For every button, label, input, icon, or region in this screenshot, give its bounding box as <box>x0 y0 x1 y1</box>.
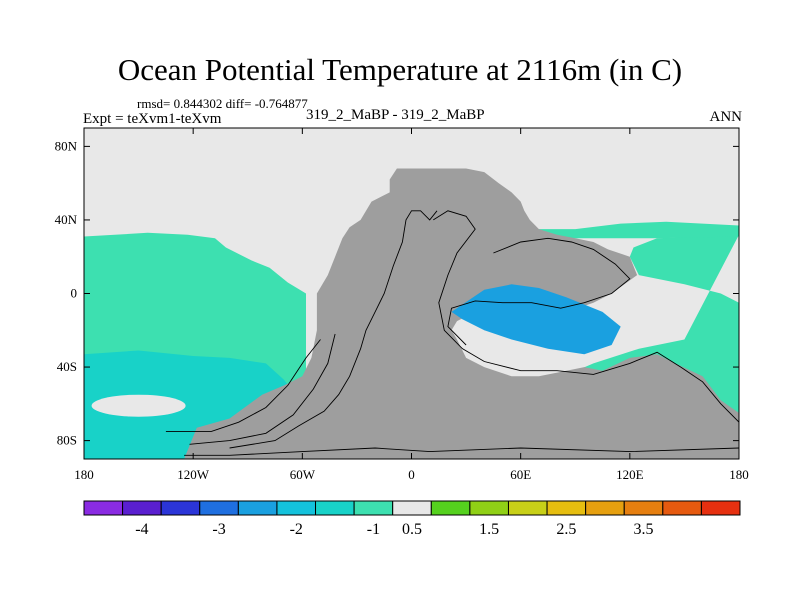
colorbar-box-9 <box>430 500 471 516</box>
coastline-1 <box>165 339 321 432</box>
colorbar-label-5: 1.5 <box>479 521 499 538</box>
experiment-label: Expt = teXvm1-teXvm <box>83 111 222 127</box>
x-tick-label-0: 180 <box>74 467 94 482</box>
colorbar-box-6 <box>315 500 355 516</box>
cases-label: 319_2_MaBP - 319_2_MaBP <box>306 107 485 123</box>
colorbar-box-7 <box>353 500 394 516</box>
x-tick-label-1: 120W <box>177 467 210 482</box>
x-tick-label-3: 0 <box>408 467 415 482</box>
colorbar-box-4 <box>237 500 278 516</box>
x-tick-label-6: 180 <box>729 467 749 482</box>
colorbar-box-11 <box>507 500 548 516</box>
colorbar-box-0 <box>83 500 124 516</box>
coastline-3 <box>433 210 739 423</box>
colorbar-box-12 <box>546 500 587 516</box>
coastline-2 <box>189 333 336 445</box>
region-east-ocean-strip <box>529 221 739 239</box>
colorbar-box-10 <box>469 500 509 516</box>
season-label: ANN <box>709 109 743 125</box>
y-tick-label-2: 0 <box>71 286 78 301</box>
y-tick-label-1: 40N <box>55 212 78 227</box>
colorbar-label-4: 0.5 <box>402 521 422 538</box>
colorbar-box-13 <box>585 500 625 516</box>
colorbar-box-1 <box>122 500 162 516</box>
colorbar-box-2 <box>160 500 201 516</box>
colorbar-box-15 <box>662 500 702 516</box>
region-south-pacific-patch <box>91 394 186 417</box>
x-tick-label-5: 120E <box>616 467 644 482</box>
y-tick-label-4: 80S <box>57 433 77 448</box>
coastline-4 <box>447 237 631 346</box>
colorbar-label-3: -1 <box>367 521 380 538</box>
axis-ticks: 180 120W 60W 0 60E 120E 180 80N 40N 0 40S 80S <box>55 128 749 482</box>
colorbar-label-2: -2 <box>290 521 303 538</box>
x-tick-label-2: 60W <box>290 467 316 482</box>
y-tick-label-0: 80N <box>55 138 78 153</box>
colorbar-box-5 <box>276 500 317 516</box>
coastline-0 <box>229 210 438 449</box>
y-tick-label-3: 40S <box>57 359 77 374</box>
colorbar-box-8 <box>392 500 432 516</box>
colorbar: -4 -3 -2 -1 0.5 1.5 2.5 3.5 <box>83 500 741 538</box>
colorbar-box-3 <box>199 500 239 516</box>
coastline-5 <box>184 447 739 456</box>
colorbar-box-14 <box>623 500 664 516</box>
colorbar-label-1: -3 <box>212 521 225 538</box>
x-tick-label-4: 60E <box>510 467 531 482</box>
colorbar-label-7: 3.5 <box>634 521 654 538</box>
colorbar-label-0: -4 <box>135 521 148 538</box>
colorbar-box-16 <box>700 500 741 516</box>
map-area <box>84 128 739 459</box>
colorbar-label-6: 2.5 <box>556 521 576 538</box>
stats-label: rmsd= 0.844302 diff= -0.764877 <box>137 96 308 111</box>
chart-title: Ocean Potential Temperature at 2116m (in… <box>117 52 683 87</box>
